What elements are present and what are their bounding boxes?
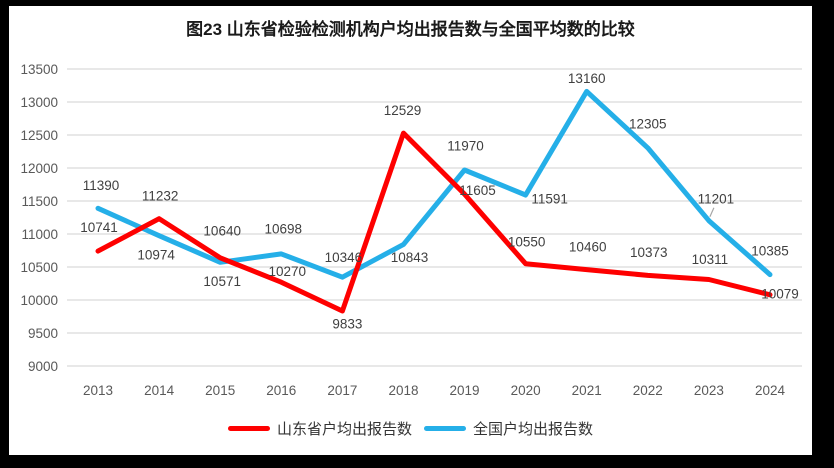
x-tick-label: 2024 xyxy=(755,383,786,398)
data-label: 10698 xyxy=(265,222,303,237)
legend-line-swatch-red xyxy=(227,426,270,431)
x-tick-label: 2013 xyxy=(83,383,113,398)
data-label: 10640 xyxy=(203,224,241,239)
x-tick-label: 2017 xyxy=(327,383,357,398)
data-label: 11201 xyxy=(698,191,735,206)
y-tick-label: 11500 xyxy=(21,194,58,209)
data-label: 10741 xyxy=(80,220,118,235)
series-line-shandong xyxy=(95,130,773,314)
y-tick-label: 9500 xyxy=(28,326,58,341)
data-label: 11591 xyxy=(531,192,568,207)
y-tick-label: 9000 xyxy=(28,359,58,374)
x-tick-label: 2022 xyxy=(633,383,663,398)
data-label: 10079 xyxy=(761,287,799,302)
legend-item-national: 全国户均出报告数 xyxy=(424,418,593,439)
data-label: 11970 xyxy=(447,139,484,154)
data-label: 12305 xyxy=(629,117,667,132)
y-tick-label: 13000 xyxy=(20,95,58,110)
x-tick-label: 2015 xyxy=(205,383,235,398)
x-tick-label: 2018 xyxy=(388,383,418,398)
data-label: 12529 xyxy=(384,103,422,118)
chart-legend: 山东省户均出报告数 全国户均出报告数 xyxy=(9,418,812,439)
data-label: 13160 xyxy=(568,71,606,86)
data-label: 10385 xyxy=(751,243,789,258)
data-label: 9833 xyxy=(332,317,362,332)
data-label: 10373 xyxy=(630,245,668,260)
x-tick-label: 2021 xyxy=(572,383,602,398)
data-label: 10460 xyxy=(569,239,607,254)
data-label: 10346 xyxy=(325,250,363,265)
legend-label-national: 全国户均出报告数 xyxy=(473,421,594,438)
data-label: 10311 xyxy=(692,252,729,267)
y-tick-label: 12500 xyxy=(20,128,58,143)
legend-item-shandong: 山东省户均出报告数 xyxy=(227,418,412,439)
data-label: 11605 xyxy=(459,183,496,198)
label-leader-line xyxy=(709,207,715,217)
data-label: 10843 xyxy=(391,250,429,265)
y-tick-label: 11000 xyxy=(21,227,58,242)
x-tick-label: 2020 xyxy=(511,383,541,398)
series-line-national xyxy=(95,88,773,280)
x-tick-label: 2023 xyxy=(694,383,724,398)
y-tick-label: 10500 xyxy=(20,260,58,275)
data-label: 10974 xyxy=(137,247,175,262)
data-label: 10571 xyxy=(203,274,241,289)
data-label: 11390 xyxy=(83,178,120,193)
data-label: 11232 xyxy=(142,188,179,203)
y-tick-label: 10000 xyxy=(20,293,58,308)
chart-title: 图23 山东省检验检测机构户均出报告数与全国平均数的比较 xyxy=(186,20,635,39)
y-tick-label: 13500 xyxy=(20,62,58,77)
x-tick-label: 2014 xyxy=(144,383,175,398)
x-tick-label: 2016 xyxy=(266,383,296,398)
data-label: 10550 xyxy=(508,234,546,249)
x-tick-label: 2019 xyxy=(449,383,479,398)
legend-label-shandong: 山东省户均出报告数 xyxy=(276,421,412,438)
data-label: 10270 xyxy=(269,264,307,279)
legend-line-swatch-blue xyxy=(424,426,466,431)
y-tick-label: 12000 xyxy=(20,161,58,176)
